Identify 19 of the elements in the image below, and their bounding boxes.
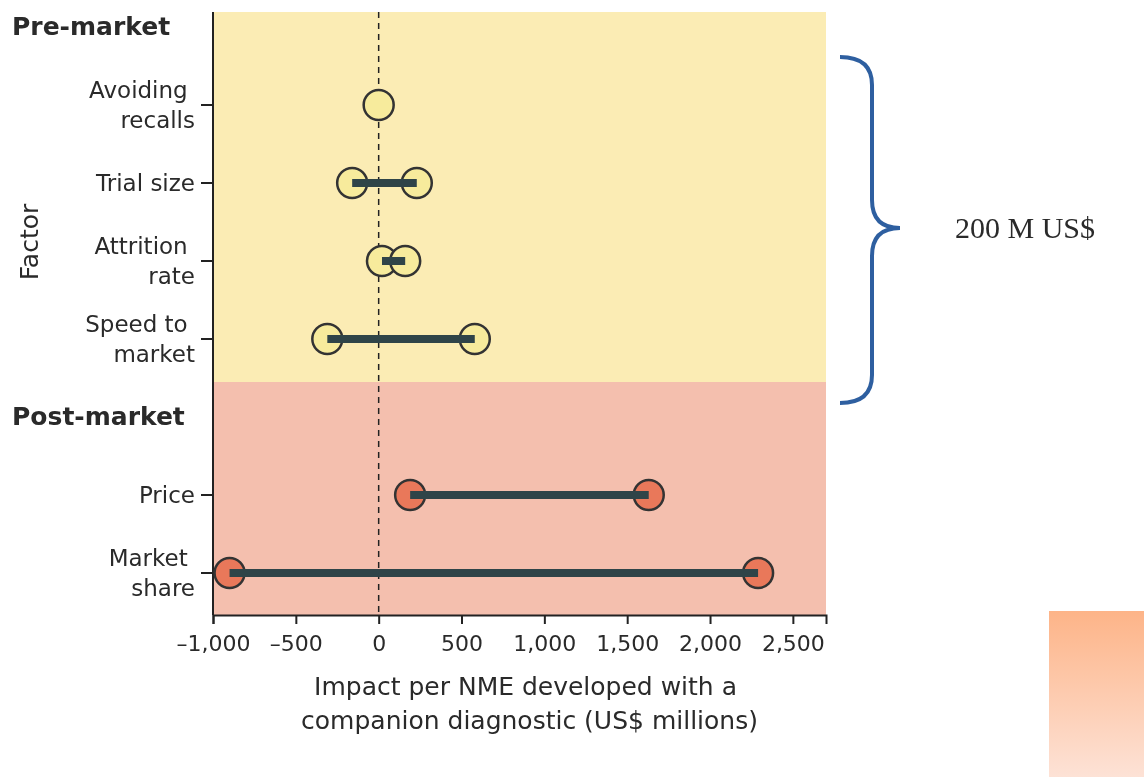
x-tick-label: 2,500 xyxy=(761,631,825,657)
y-axis-title: Factor xyxy=(15,203,44,281)
x-tick-label: 500 xyxy=(441,631,484,657)
band-label: Post-market xyxy=(12,402,185,431)
x-tick-label: –1,000 xyxy=(176,631,251,657)
x-tick-label: 1,000 xyxy=(513,631,577,657)
x-tick-label: 2,000 xyxy=(679,631,743,657)
band-label: Pre-market xyxy=(12,12,171,41)
y-tick-label: Trial size xyxy=(95,170,195,196)
x-tick-label: 0 xyxy=(372,631,387,657)
x-tick-label: 1,500 xyxy=(596,631,660,657)
y-tick-label: Speed to market xyxy=(85,311,195,367)
y-tick-label: Market share xyxy=(108,545,195,601)
y-tick-label: Price xyxy=(138,482,195,508)
x-axis-title: Impact per NME developed with a companion diagnostic (US$ millions) xyxy=(301,672,758,735)
y-tick-label: Attrition rate xyxy=(94,233,195,289)
text: 200 M US$ xyxy=(955,211,1096,244)
y-tick-label: Avoiding recalls xyxy=(89,77,195,133)
x-tick-label: –500 xyxy=(269,631,323,657)
